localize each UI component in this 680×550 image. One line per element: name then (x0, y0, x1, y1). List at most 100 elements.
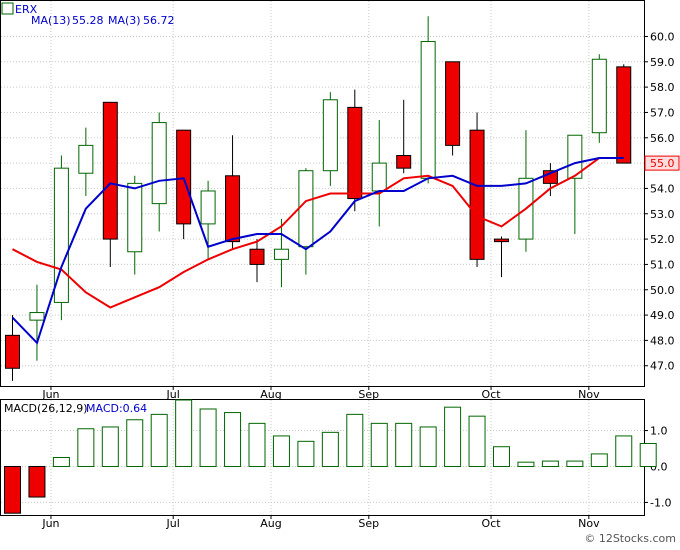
macd-bar-positive (52, 457, 70, 467)
macd-bar-positive (566, 460, 584, 467)
price-x-tick-label: Jun (41, 388, 59, 401)
macd-bar-positive (615, 435, 633, 467)
candle-body (616, 66, 632, 164)
macd-bar-positive (150, 413, 168, 467)
legend-ticker: ERX (15, 3, 38, 16)
legend-up-swatch (1, 2, 14, 15)
macd-x-tick-label: Jul (166, 517, 180, 530)
candle-body (322, 99, 338, 172)
price-x-tick-label: Jul (166, 388, 180, 401)
candle-down (249, 239, 265, 283)
price-panel-frame (0, 0, 645, 387)
candle-body (273, 248, 289, 260)
price-y-tick-label: 56.0 (650, 132, 675, 145)
candle-body (5, 334, 20, 369)
macd-legend: MACD(26,12,9) MACD:0.64 (4, 402, 147, 415)
macd-legend-value: MACD:0.64 (86, 402, 147, 415)
macd-legend-label: MACD(26,12,9) (4, 402, 88, 415)
macd-bar-positive (468, 415, 486, 467)
candle-up (151, 112, 167, 232)
price-y-tick-label: 52.0 (650, 233, 675, 246)
price-x-axis: Jun Jul Aug Sep Oct Nov (41, 386, 600, 401)
price-gridlines (1, 1, 644, 386)
price-y-axis: 47.0 48.0 49.0 50.0 51.0 52.0 53.0 54.0 55.0 56.0… (644, 30, 675, 373)
price-y-tick-label: 49.0 (650, 309, 675, 322)
candle-up (29, 284, 45, 361)
price-x-tick-label: Aug (260, 388, 281, 401)
macd-bar-positive (419, 426, 437, 467)
candle-body (445, 61, 461, 146)
legend-ma3-label: MA(3) (108, 14, 141, 27)
candle-body (371, 162, 387, 192)
candle-down (5, 315, 20, 381)
price-y-tick-label: 54.0 (650, 182, 675, 195)
candle-down (176, 129, 192, 240)
last-price-box (644, 155, 680, 171)
macd-bar-positive (297, 440, 315, 467)
macd-bar-negative (4, 465, 21, 514)
candle-body (200, 190, 216, 225)
macd-y-tick-label: -1.0 (650, 496, 671, 509)
candle-body (347, 106, 363, 200)
macd-bar-positive (272, 435, 290, 467)
last-price-flag: 55.0 (644, 155, 680, 171)
price-y-tick-label: 53.0 (650, 208, 675, 221)
candle-down (396, 99, 412, 174)
candle-down (616, 64, 632, 164)
candle-body (29, 312, 45, 321)
macd-x-tick-label: Sep (358, 517, 379, 530)
legend-ma3-value: 56.72 (143, 14, 175, 27)
price-y-tick-label: 47.0 (650, 360, 675, 373)
legend-ma13-value: 55.28 (72, 14, 104, 27)
macd-bar-positive (346, 413, 364, 467)
candle-up (420, 16, 436, 184)
macd-y-tick-label: 1.0 (650, 425, 668, 438)
ma-slow-line (11, 157, 624, 345)
candle-body (591, 58, 607, 134)
macd-bar-positive (101, 426, 119, 467)
candle-body (420, 41, 436, 179)
moving-average-lines (11, 157, 624, 345)
candle-body (469, 129, 485, 260)
candle-down (347, 89, 363, 212)
macd-y-axis: -1.00.01.0 (644, 425, 671, 509)
macd-histogram (4, 399, 657, 514)
candle-body (396, 155, 412, 169)
macd-bar-positive (541, 460, 559, 467)
macd-bar-positive (321, 431, 339, 467)
macd-bar-positive (639, 442, 657, 467)
macd-bar-positive (199, 408, 217, 467)
ma-fast-line (12, 157, 624, 309)
candle-body (151, 122, 167, 205)
candle-up (273, 218, 289, 288)
candle-body (249, 248, 265, 265)
macd-x-tick-label: Oct (482, 517, 502, 530)
macd-x-tick-label: Aug (260, 517, 281, 530)
macd-bar-positive (175, 399, 193, 467)
macd-bar-positive (248, 422, 266, 467)
macd-bar-positive (444, 406, 462, 467)
macd-bar-positive (370, 422, 388, 467)
candle-up (371, 120, 387, 227)
price-legend: ERX MA(13) 55.28 MA(3) 56.72 (1, 2, 175, 27)
macd-x-tick-label: Nov (578, 517, 600, 530)
macd-bar-positive (224, 412, 242, 467)
candle-up (567, 134, 583, 235)
macd-bar-negative (28, 465, 46, 498)
candle-up (322, 92, 338, 186)
price-y-tick-label: 59.0 (650, 56, 675, 69)
price-x-tick-label: Nov (578, 388, 600, 401)
candle-body (78, 144, 94, 174)
macd-x-tick-label: Jun (41, 517, 59, 530)
candle-up (591, 54, 607, 143)
macd-x-axis: Jun Jul Aug Sep Oct Nov (41, 515, 600, 530)
legend-ma13-label: MA(13) (31, 14, 71, 27)
macd-bar-positive (77, 428, 95, 467)
candle-down (494, 236, 509, 278)
candle-body (176, 129, 192, 225)
candle-body (494, 238, 509, 243)
candle-body (225, 175, 241, 243)
macd-bar-positive (517, 461, 535, 467)
